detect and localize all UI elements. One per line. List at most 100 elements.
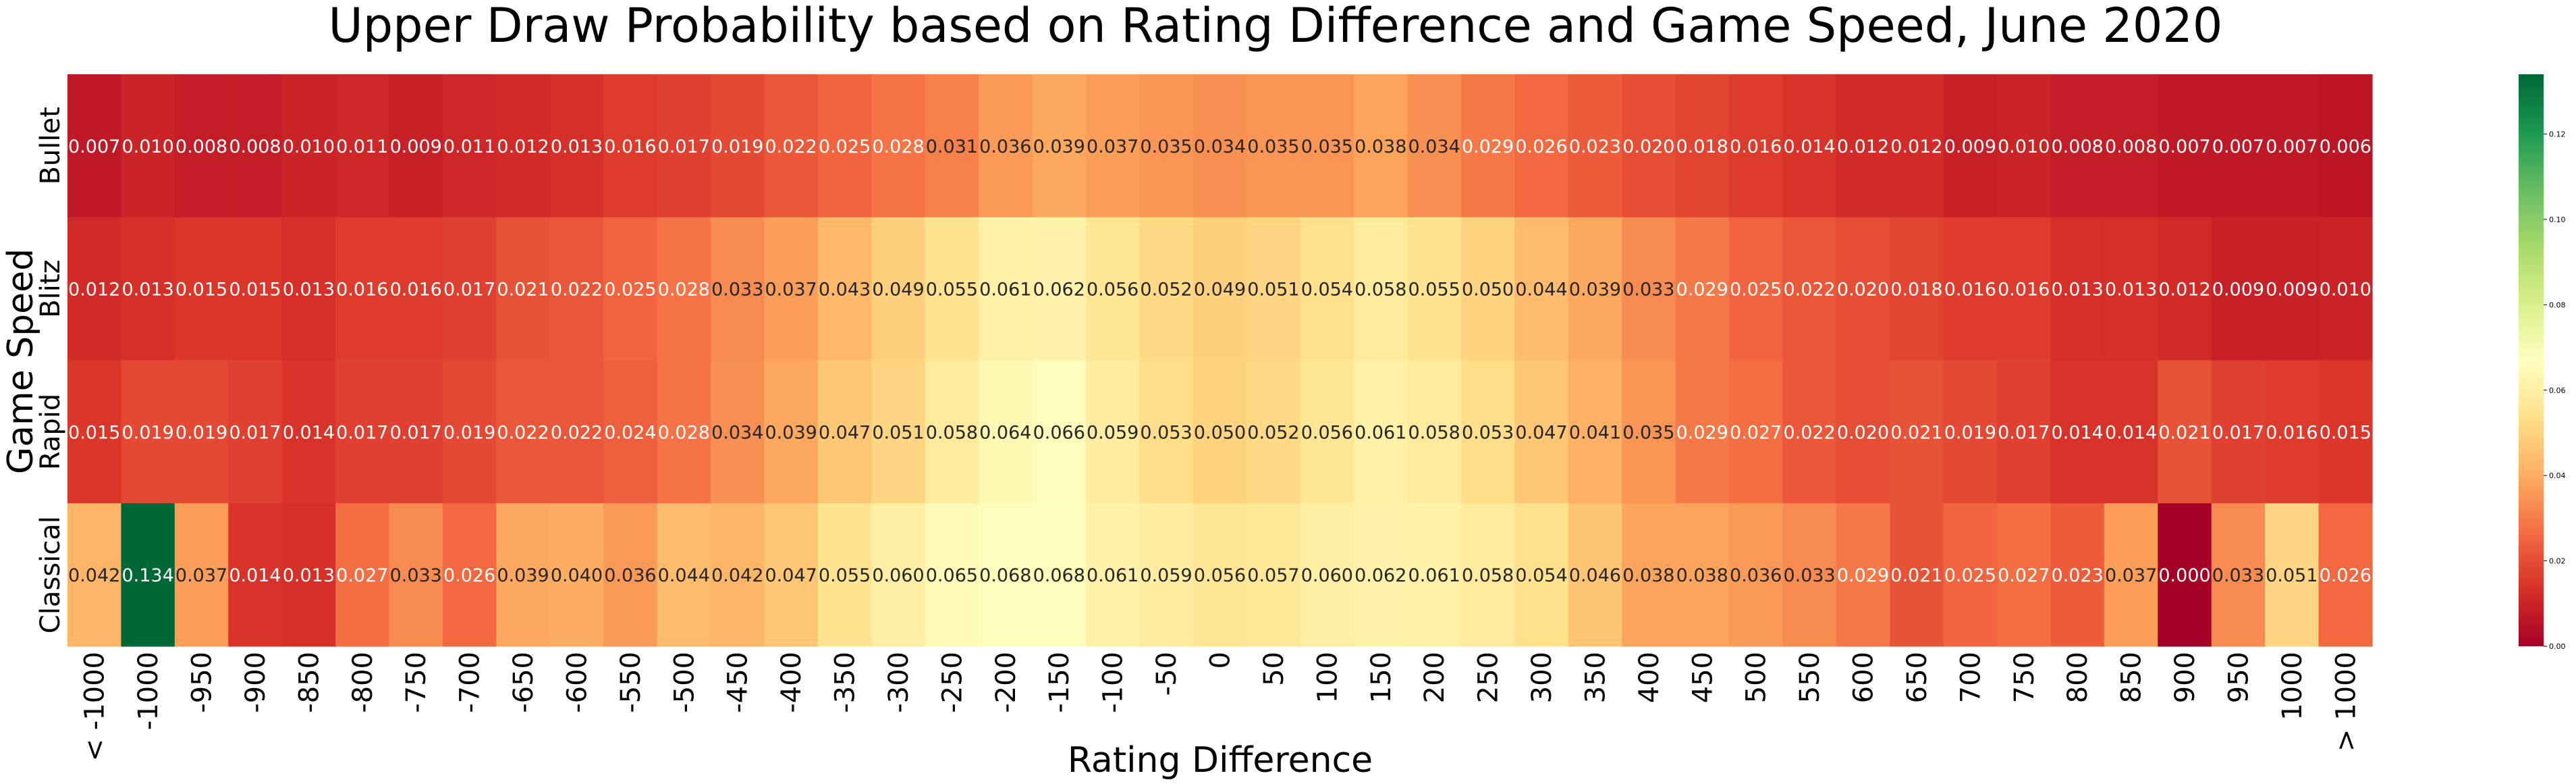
- cell-value-label: 0.052: [1247, 422, 1299, 443]
- heatmap-cell: [228, 503, 283, 647]
- cell-value-label: 0.012: [2158, 280, 2210, 300]
- heatmap-cell: [1085, 74, 1140, 218]
- heatmap-cell: [871, 360, 926, 504]
- cell-value-label: 0.025: [1944, 565, 1996, 586]
- heatmap-cell: [2050, 217, 2105, 361]
- cell-value-label: 0.011: [443, 136, 495, 157]
- heatmap-cell: [1032, 503, 1087, 647]
- cell-value-label: 0.047: [819, 422, 871, 443]
- x-tick-label: 550: [1794, 652, 1826, 703]
- heatmap-cell: [389, 217, 443, 361]
- x-tick-label: 500: [1741, 652, 1772, 703]
- colorbar-tick-label: 0.08: [2549, 300, 2566, 309]
- heatmap-cell: [1622, 217, 1676, 361]
- x-tick-label: 50: [1259, 652, 1290, 686]
- x-tick-label: -300: [883, 652, 914, 713]
- heatmap-cell: [2158, 217, 2212, 361]
- cell-value-label: 0.018: [1676, 136, 1728, 157]
- x-tick-label: -200: [991, 652, 1022, 713]
- cell-value-label: 0.033: [1622, 280, 1674, 300]
- heatmap-cell: [1354, 503, 1408, 647]
- x-tick-label: 700: [1955, 652, 1986, 703]
- heatmap-cell: [711, 503, 765, 647]
- cell-value-label: 0.022: [551, 280, 603, 300]
- cell-value-label: 0.008: [229, 136, 281, 157]
- cell-value-label: 0.000: [2158, 565, 2210, 586]
- colorbar: 0.00 0.02 0.04 0.06 0.08 0.10 0.12: [2519, 74, 2566, 651]
- x-tick-label: -500: [669, 652, 700, 713]
- cell-value-label: 0.023: [1569, 136, 1621, 157]
- cell-value-label: 0.038: [1676, 565, 1728, 586]
- cell-value-label: 0.039: [765, 422, 817, 443]
- heatmap-cell: [1246, 360, 1301, 504]
- cell-value-label: 0.058: [926, 422, 978, 443]
- heatmap-cell: [2318, 503, 2373, 647]
- heatmap-cell: [925, 74, 979, 218]
- colorbar-tick-label: 0.10: [2549, 215, 2566, 224]
- heatmap-cell: [1836, 74, 1890, 218]
- heatmap-cell: [1782, 360, 1837, 504]
- cell-value-label: 0.009: [390, 136, 442, 157]
- heatmap-cell: [2104, 74, 2158, 218]
- cell-value-label: 0.033: [1783, 565, 1835, 586]
- cell-value-label: 0.014: [283, 422, 335, 443]
- cell-value-label: 0.038: [1622, 565, 1674, 586]
- cell-value-label: 0.051: [872, 422, 924, 443]
- heatmap-cell: [1943, 217, 1998, 361]
- cell-value-label: 0.016: [1730, 136, 1782, 157]
- cell-value-label: 0.044: [1515, 280, 1567, 300]
- heatmap-cell: [496, 360, 551, 504]
- heatmap-cell: [496, 74, 551, 218]
- cell-value-label: 0.013: [283, 565, 335, 586]
- cell-value-label: 0.010: [121, 136, 173, 157]
- cell-value-label: 0.039: [1569, 280, 1621, 300]
- cell-value-label: 0.017: [229, 422, 281, 443]
- heatmap-cell: [2211, 503, 2266, 647]
- x-tick-label: -50: [1151, 652, 1182, 696]
- heatmap-cell: [1675, 503, 1730, 647]
- heatmap-cell: [1032, 360, 1087, 504]
- heatmap-cell: [174, 74, 229, 218]
- cell-value-label: 0.017: [1998, 422, 2050, 443]
- heatmap-cell: [1675, 74, 1730, 218]
- cell-value-label: 0.050: [1462, 280, 1514, 300]
- x-tick-label: 950: [2223, 652, 2254, 703]
- cell-value-label: 0.033: [711, 280, 763, 300]
- x-tick-label: -650: [508, 652, 539, 713]
- cell-value-label: 0.025: [819, 136, 871, 157]
- cell-value-label: 0.056: [1087, 280, 1139, 300]
- heatmap-cell: [764, 503, 819, 647]
- cell-value-label: 0.013: [551, 136, 603, 157]
- colorbar-tick-labels: 0.00 0.02 0.04 0.06 0.08 0.10 0.12: [2544, 130, 2566, 651]
- heatmap-cell: [1890, 74, 1944, 218]
- cell-value-label: 0.009: [1944, 136, 1996, 157]
- y-tick-label: Bullet: [35, 107, 66, 184]
- cell-value-label: 0.017: [2212, 422, 2264, 443]
- x-tick-label: 450: [1687, 652, 1718, 703]
- heatmap-cell: [1943, 74, 1998, 218]
- heatmap-cell: [1514, 360, 1569, 504]
- heatmap-cell: [442, 74, 497, 218]
- heatmap-cell: [711, 74, 765, 218]
- cell-value-label: 0.023: [2052, 565, 2104, 586]
- cell-value-label: 0.029: [1676, 280, 1728, 300]
- cell-value-label: 0.020: [1622, 136, 1674, 157]
- x-tick-label: 0: [1205, 652, 1236, 669]
- cell-value-label: 0.061: [979, 280, 1031, 300]
- heatmap-cell: [1246, 503, 1301, 647]
- heatmap-cell: [1568, 503, 1622, 647]
- x-tick-label: -100: [1098, 652, 1129, 713]
- colorbar-tick-label: 0.04: [2549, 471, 2566, 480]
- heatmap-cell: [871, 74, 926, 218]
- heatmap-cell: [1300, 360, 1354, 504]
- heatmap-cell: [1890, 217, 1944, 361]
- heatmap-cell: [1622, 360, 1676, 504]
- cell-value-label: 0.054: [1515, 565, 1567, 586]
- cell-value-label: 0.019: [711, 136, 763, 157]
- heatmap-cell: [764, 74, 819, 218]
- heatmap-cell: [925, 217, 979, 361]
- cell-value-label: 0.016: [2266, 422, 2318, 443]
- y-axis-tick-labels: Bullet Blitz Rapid Classical: [35, 107, 66, 633]
- heatmap-cell: [549, 74, 604, 218]
